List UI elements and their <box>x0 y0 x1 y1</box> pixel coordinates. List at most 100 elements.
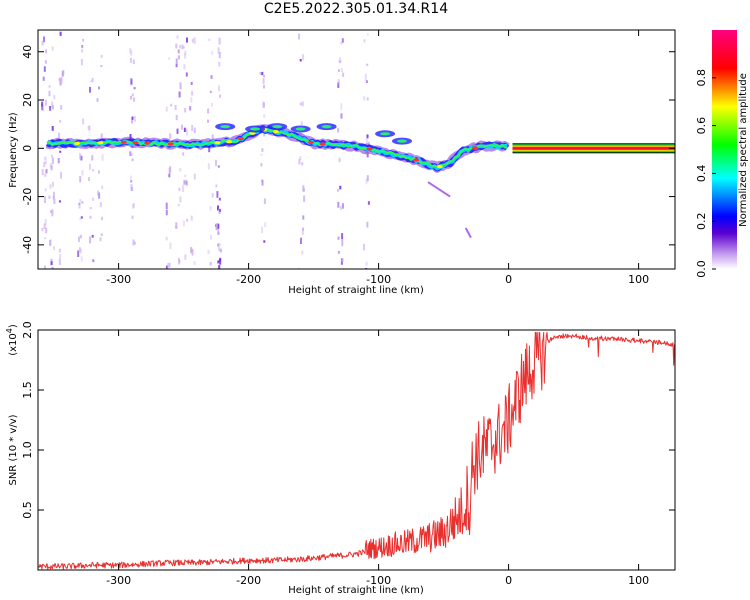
noise-streak <box>207 163 210 170</box>
noise-streak <box>219 257 222 265</box>
noise-streak <box>92 197 95 201</box>
ridge-blob-core <box>321 125 332 129</box>
noise-streak <box>339 60 342 63</box>
ridge-blob-core <box>295 127 306 131</box>
noise-streak <box>340 103 343 110</box>
noise-streak <box>130 49 133 56</box>
noise-streak <box>168 173 171 178</box>
noise-streak <box>366 63 369 66</box>
noise-streak <box>96 98 99 102</box>
noise-streak <box>184 254 187 260</box>
noise-streak <box>50 261 53 266</box>
noise-streak <box>49 239 52 246</box>
y-tick-label: 40 <box>21 45 34 59</box>
noise-streak <box>182 185 185 192</box>
noise-streak <box>337 82 340 88</box>
noise-streak <box>59 254 62 260</box>
noise-streak <box>215 224 218 231</box>
noise-streak <box>165 236 168 241</box>
noise-streak <box>338 69 340 72</box>
noise-streak <box>60 171 62 179</box>
ridge-hotspot <box>97 141 104 145</box>
noise-streak <box>59 120 62 123</box>
noise-streak <box>130 180 133 183</box>
noise-streak <box>175 226 178 229</box>
noise-streak <box>59 31 62 36</box>
noise-streak <box>261 179 264 183</box>
noise-streak <box>184 50 187 55</box>
noise-streak <box>263 74 265 78</box>
noise-streak <box>208 38 211 41</box>
noise-streak <box>100 233 103 236</box>
ridge-blob-core <box>272 125 283 129</box>
noise-streak <box>49 106 52 111</box>
noise-streak <box>43 161 46 168</box>
colorbar-tick-label: 0.2 <box>695 212 708 230</box>
noise-streak <box>366 134 369 139</box>
noise-streak <box>217 47 220 54</box>
noise-streak <box>366 33 369 36</box>
noise-streak <box>367 201 370 205</box>
noise-streak <box>337 236 340 240</box>
snr-panel: -300 -200 -100 0 100 0.5 1.0 1.5 2.0 Height of … <box>5 321 676 596</box>
noise-streak <box>337 189 339 192</box>
snr-plot-area <box>38 331 675 570</box>
noise-streak <box>45 169 48 174</box>
noise-streak <box>81 45 84 48</box>
ridge-hotspot <box>413 158 420 162</box>
noise-streak <box>51 126 54 131</box>
noise-streak <box>218 197 221 201</box>
noise-streak <box>78 202 81 206</box>
noise-streak <box>259 72 262 75</box>
spectrogram-frame <box>37 29 676 270</box>
noise-streak <box>217 165 220 168</box>
noise-streak <box>89 163 91 170</box>
colorbar-tick-label: 0.6 <box>695 117 708 135</box>
noise-streak <box>181 44 184 50</box>
noise-streak <box>341 258 344 262</box>
noise-streak <box>340 68 343 73</box>
colorbar-tick-label: 0.0 <box>695 260 708 278</box>
noise-streak <box>177 203 180 207</box>
noise-streak <box>44 173 47 177</box>
noise-streak <box>131 215 134 219</box>
noise-streak <box>365 261 368 266</box>
noise-streak <box>340 41 343 45</box>
noise-streak <box>337 201 340 208</box>
noise-streak <box>190 215 193 221</box>
noise-streak <box>80 58 83 66</box>
noise-streak <box>131 116 134 120</box>
noise-streak <box>100 54 103 58</box>
spectrogram-y-ticks: -40 -20 0 20 40 <box>21 45 675 254</box>
noise-streak <box>52 191 55 198</box>
noise-streak <box>263 114 266 119</box>
noise-streak <box>132 203 134 209</box>
noise-streak <box>49 184 52 189</box>
noise-streak <box>215 159 217 167</box>
ridge-hotspot <box>167 142 174 146</box>
noise-streak <box>43 66 46 72</box>
ridge-blob-core <box>380 132 391 136</box>
noise-streak <box>44 60 47 64</box>
noise-streak <box>133 115 136 122</box>
noise-streak <box>58 200 61 203</box>
noise-streak <box>44 188 47 192</box>
noise-streak <box>178 187 181 192</box>
noise-streak <box>165 106 168 112</box>
noise-streak <box>82 38 84 42</box>
noise-streak <box>217 230 220 235</box>
noise-streak <box>59 150 62 153</box>
noise-streak <box>182 220 185 227</box>
noise-streak <box>193 261 196 266</box>
noise-streak <box>190 248 193 252</box>
noise-streak <box>97 170 100 174</box>
snr-x-axis-label: Height of straight line (km) <box>288 585 424 596</box>
noise-streak <box>168 262 171 268</box>
noise-streak <box>80 256 83 262</box>
noise-streak <box>183 180 186 185</box>
noise-streak <box>364 73 367 81</box>
x-tick-label: -100 <box>366 273 391 286</box>
snr-background <box>38 330 675 570</box>
noise-streak <box>341 239 344 247</box>
noise-streak <box>89 207 92 210</box>
